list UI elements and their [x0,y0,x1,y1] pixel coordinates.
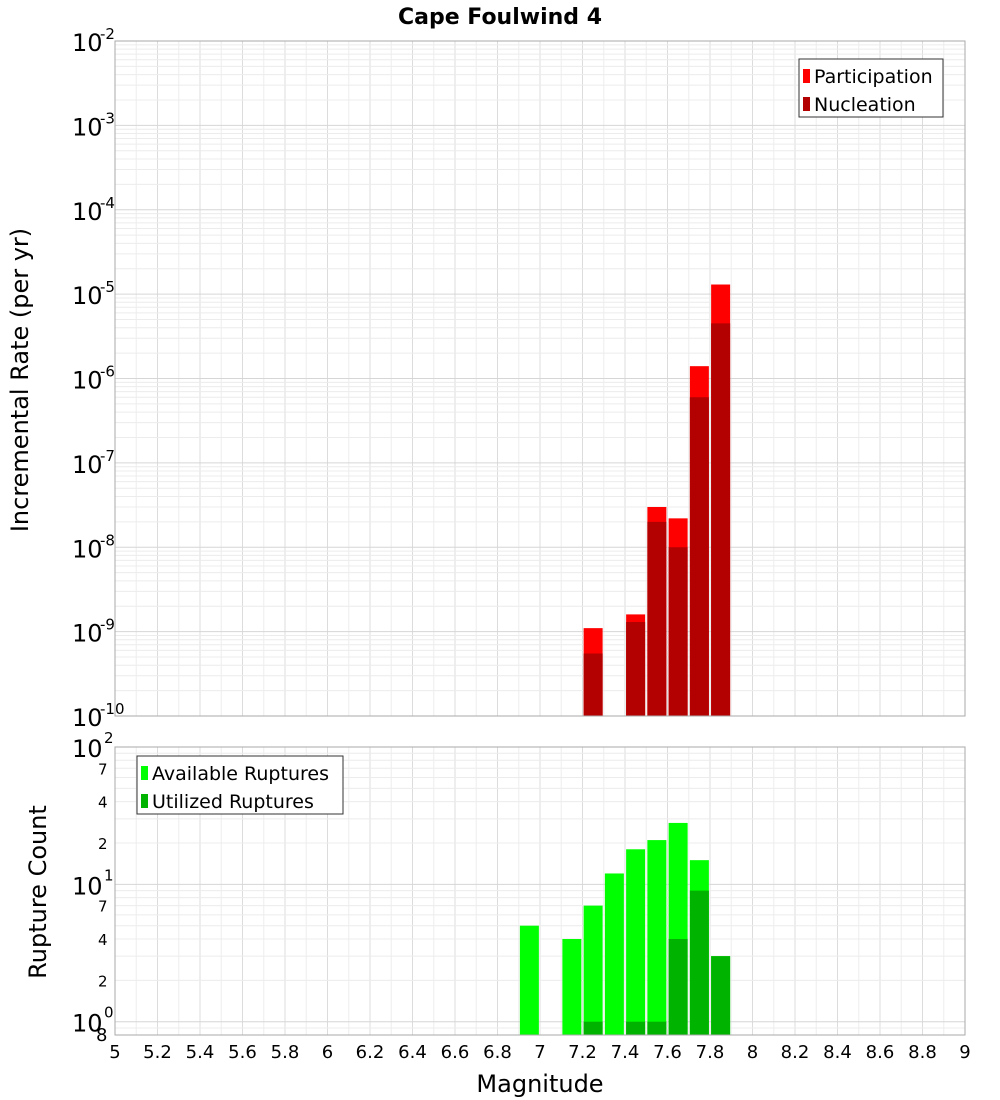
x-tick-label: 7.4 [611,1042,640,1063]
rate-y-tick-exponent: -5 [100,278,115,296]
count-y-minor-tick-label: 7 [98,898,108,916]
rate-y-tick-exponent: -7 [100,447,115,465]
x-axis-title: Magnitude [476,1070,603,1098]
count-y-minor-tick-label: 2 [98,972,108,990]
x-tick-label: 5.2 [143,1042,172,1063]
rate-y-tick-label: 10 [72,113,103,141]
count-legend-swatch [141,766,148,780]
rate-y-tick-exponent: -8 [100,531,115,549]
top-y-axis-title: Incremental Rate (per yr) [6,228,34,532]
x-tick-label: 8.6 [866,1042,895,1063]
rate-y-tick-label: 10 [72,29,103,57]
rate-y-tick-exponent: -6 [100,363,115,381]
x-tick-label: 6.6 [441,1042,470,1063]
bottom-y-axis-title: Rupture Count [24,805,52,979]
rate-y-tick-label: 10 [72,535,103,563]
count-y-minor-tick-label: 4 [98,931,108,949]
rate-legend-label: Nucleation [814,94,916,116]
count-legend-swatch [141,794,148,808]
count-y-tick-label: 10 [72,735,103,763]
count-bar-b [626,1021,646,1035]
count-y-minor-tick-label: 7 [98,760,108,778]
rate-panel: 10-1010-910-810-710-610-510-410-310-2Par… [72,25,966,732]
chart-title: Cape Foulwind 4 [398,5,602,30]
rate-y-tick-exponent: -9 [100,616,115,634]
rate-y-tick-label: 10 [72,198,103,226]
x-tick-label: 8.2 [781,1042,810,1063]
rate-y-tick-exponent: -4 [100,194,115,212]
x-tick-label: 5.8 [271,1042,300,1063]
rate-y-tick-label: 10 [72,620,103,648]
x-tick-label: 7.2 [568,1042,597,1063]
count-bar-a [562,939,582,1035]
rate-legend-swatch [803,69,810,83]
count-y-minor-tick-label: 8 [96,1025,107,1046]
count-plot-frame [114,746,966,1036]
rate-bar-b [647,521,667,716]
rate-plot-frame [114,40,966,717]
rate-bar-b [668,547,688,716]
rate-y-tick-label: 10 [72,367,103,395]
rate-y-tick-exponent: -3 [100,109,115,127]
count-y-tick-label: 10 [72,872,103,900]
count-bar-b [647,1021,667,1035]
x-tick-label: 5.6 [228,1042,257,1063]
count-bar-b [711,956,731,1035]
rate-legend-swatch [803,97,810,111]
x-tick-label: 7.6 [653,1042,682,1063]
rate-legend-label: Participation [814,66,933,88]
count-bar-a [647,840,667,1035]
x-tick-label: 6.4 [398,1042,427,1063]
x-tick-label: 6.2 [356,1042,385,1063]
count-bar-a [583,905,603,1035]
x-tick-label: 8.8 [908,1042,937,1063]
x-tick-label: 9 [959,1042,970,1063]
x-tick-label: 6 [322,1042,333,1063]
count-y-tick-exponent: 0 [104,1004,114,1022]
count-bar-a [519,925,539,1035]
count-bar-b [583,1021,603,1035]
count-y-minor-tick-label: 4 [98,794,108,812]
count-y-tick-exponent: 1 [104,866,114,884]
count-bar-a [604,873,624,1035]
rate-y-tick-exponent: -2 [100,25,115,43]
rate-bar-b [583,653,603,716]
rate-legend-box [798,58,944,118]
count-bar-b [689,890,709,1035]
rate-bar-b [626,622,646,716]
x-tick-label: 8 [747,1042,758,1063]
count-legend-label: Utilized Ruptures [152,791,314,813]
x-tick-label: 5.4 [186,1042,215,1063]
rate-bar-b [711,323,731,716]
rate-bar-b [689,397,709,716]
rate-y-tick-label: 10 [72,704,103,732]
x-tick-label: 7 [534,1042,545,1063]
x-tick-label: 6.8 [483,1042,512,1063]
count-y-tick-label: 10 [72,1010,103,1038]
rate-y-tick-label: 10 [72,282,103,310]
count-bar-b [668,939,688,1035]
x-tick-label: 8.4 [823,1042,852,1063]
count-legend-label: Available Ruptures [152,763,329,785]
count-y-tick-exponent: 2 [104,729,114,747]
count-bar-a [626,849,646,1035]
rate-y-tick-exponent: -10 [100,700,125,718]
rate-y-tick-label: 10 [72,451,103,479]
x-tick-label: 7.8 [696,1042,725,1063]
x-tick-label: 5 [109,1042,120,1063]
count-y-minor-tick-label: 2 [98,835,108,853]
count-legend-box [136,755,344,815]
